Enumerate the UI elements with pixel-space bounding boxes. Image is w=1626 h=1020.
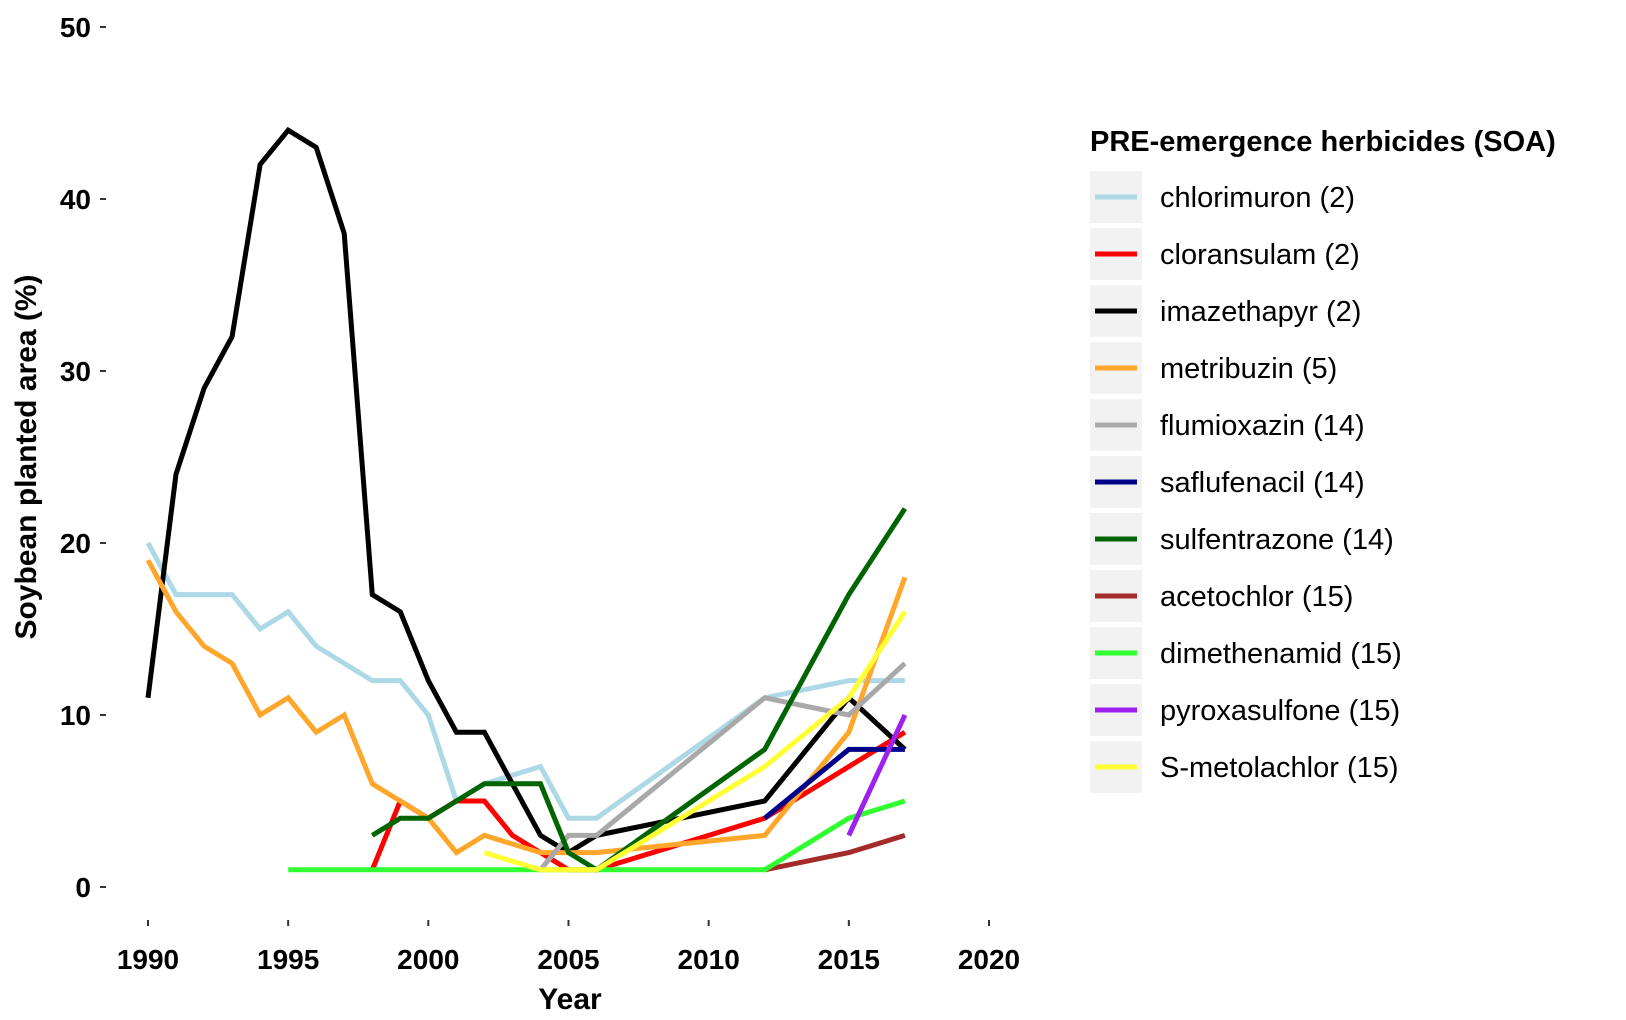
series-lines [145, 126, 908, 873]
x-tick-label: 2000 [397, 944, 459, 975]
series-line-0 [145, 541, 905, 821]
x-tick-label: 2010 [678, 944, 740, 975]
legend-label: chlorimuron (2) [1160, 182, 1355, 214]
x-tick-label: 2015 [818, 944, 880, 975]
legend-label: S-metolachlor (15) [1160, 752, 1399, 784]
y-tick-label: 40 [60, 184, 91, 215]
legend-item: cloransulam (2) [1090, 228, 1360, 280]
y-tick-label: 50 [60, 12, 91, 43]
x-axis: 1990 1995 2000 2005 2010 2015 2020 [117, 920, 1020, 975]
y-axis: 0 10 20 30 40 50 [60, 12, 106, 903]
legend-label: metribuzin (5) [1160, 353, 1337, 385]
legend-label: imazethapyr (2) [1160, 296, 1361, 328]
legend-item: S-metolachlor (15) [1090, 741, 1399, 793]
legend-item: saflufenacil (14) [1090, 456, 1365, 508]
legend-title: PRE-emergence herbicides (SOA) [1090, 126, 1556, 158]
legend-label: dimethenamid (15) [1160, 638, 1402, 670]
legend-items: chlorimuron (2) cloransulam (2) imazethapy… [1090, 171, 1402, 793]
legend-item: pyroxasulfone (15) [1090, 684, 1400, 736]
legend-label: saflufenacil (14) [1160, 467, 1365, 499]
legend-label: pyroxasulfone (15) [1160, 695, 1400, 727]
y-axis-title: Soybean planted area (%) [10, 274, 43, 639]
series-line-9 [846, 713, 908, 837]
legend: PRE-emergence herbicides (SOA) chlorimur… [1090, 126, 1556, 793]
x-tick-label: 2020 [958, 944, 1020, 975]
legend-label: acetochlor (15) [1160, 581, 1353, 613]
legend-item: imazethapyr (2) [1090, 285, 1361, 337]
y-tick-label: 0 [75, 872, 91, 903]
legend-item: acetochlor (15) [1090, 570, 1353, 622]
legend-label: cloransulam (2) [1160, 239, 1360, 271]
x-tick-label: 1995 [257, 944, 319, 975]
legend-label: sulfentrazone (14) [1160, 524, 1394, 556]
x-tick-label: 1990 [117, 944, 179, 975]
series-line-7 [764, 833, 906, 873]
legend-item: metribuzin (5) [1090, 342, 1337, 394]
series-line-10 [483, 610, 907, 873]
x-tick-label: 2005 [537, 944, 599, 975]
legend-item: sulfentrazone (14) [1090, 513, 1394, 565]
legend-item: dimethenamid (15) [1090, 627, 1402, 679]
legend-item: chlorimuron (2) [1090, 171, 1355, 223]
series-line-2 [145, 126, 907, 856]
x-axis-title: Year [538, 983, 602, 1016]
series-line-3 [145, 559, 908, 856]
series-line-6 [370, 507, 907, 873]
legend-label: flumioxazin (14) [1160, 410, 1365, 442]
y-tick-label: 20 [60, 528, 91, 559]
y-tick-label: 10 [60, 700, 91, 731]
legend-item: flumioxazin (14) [1090, 399, 1365, 451]
y-tick-label: 30 [60, 356, 91, 387]
